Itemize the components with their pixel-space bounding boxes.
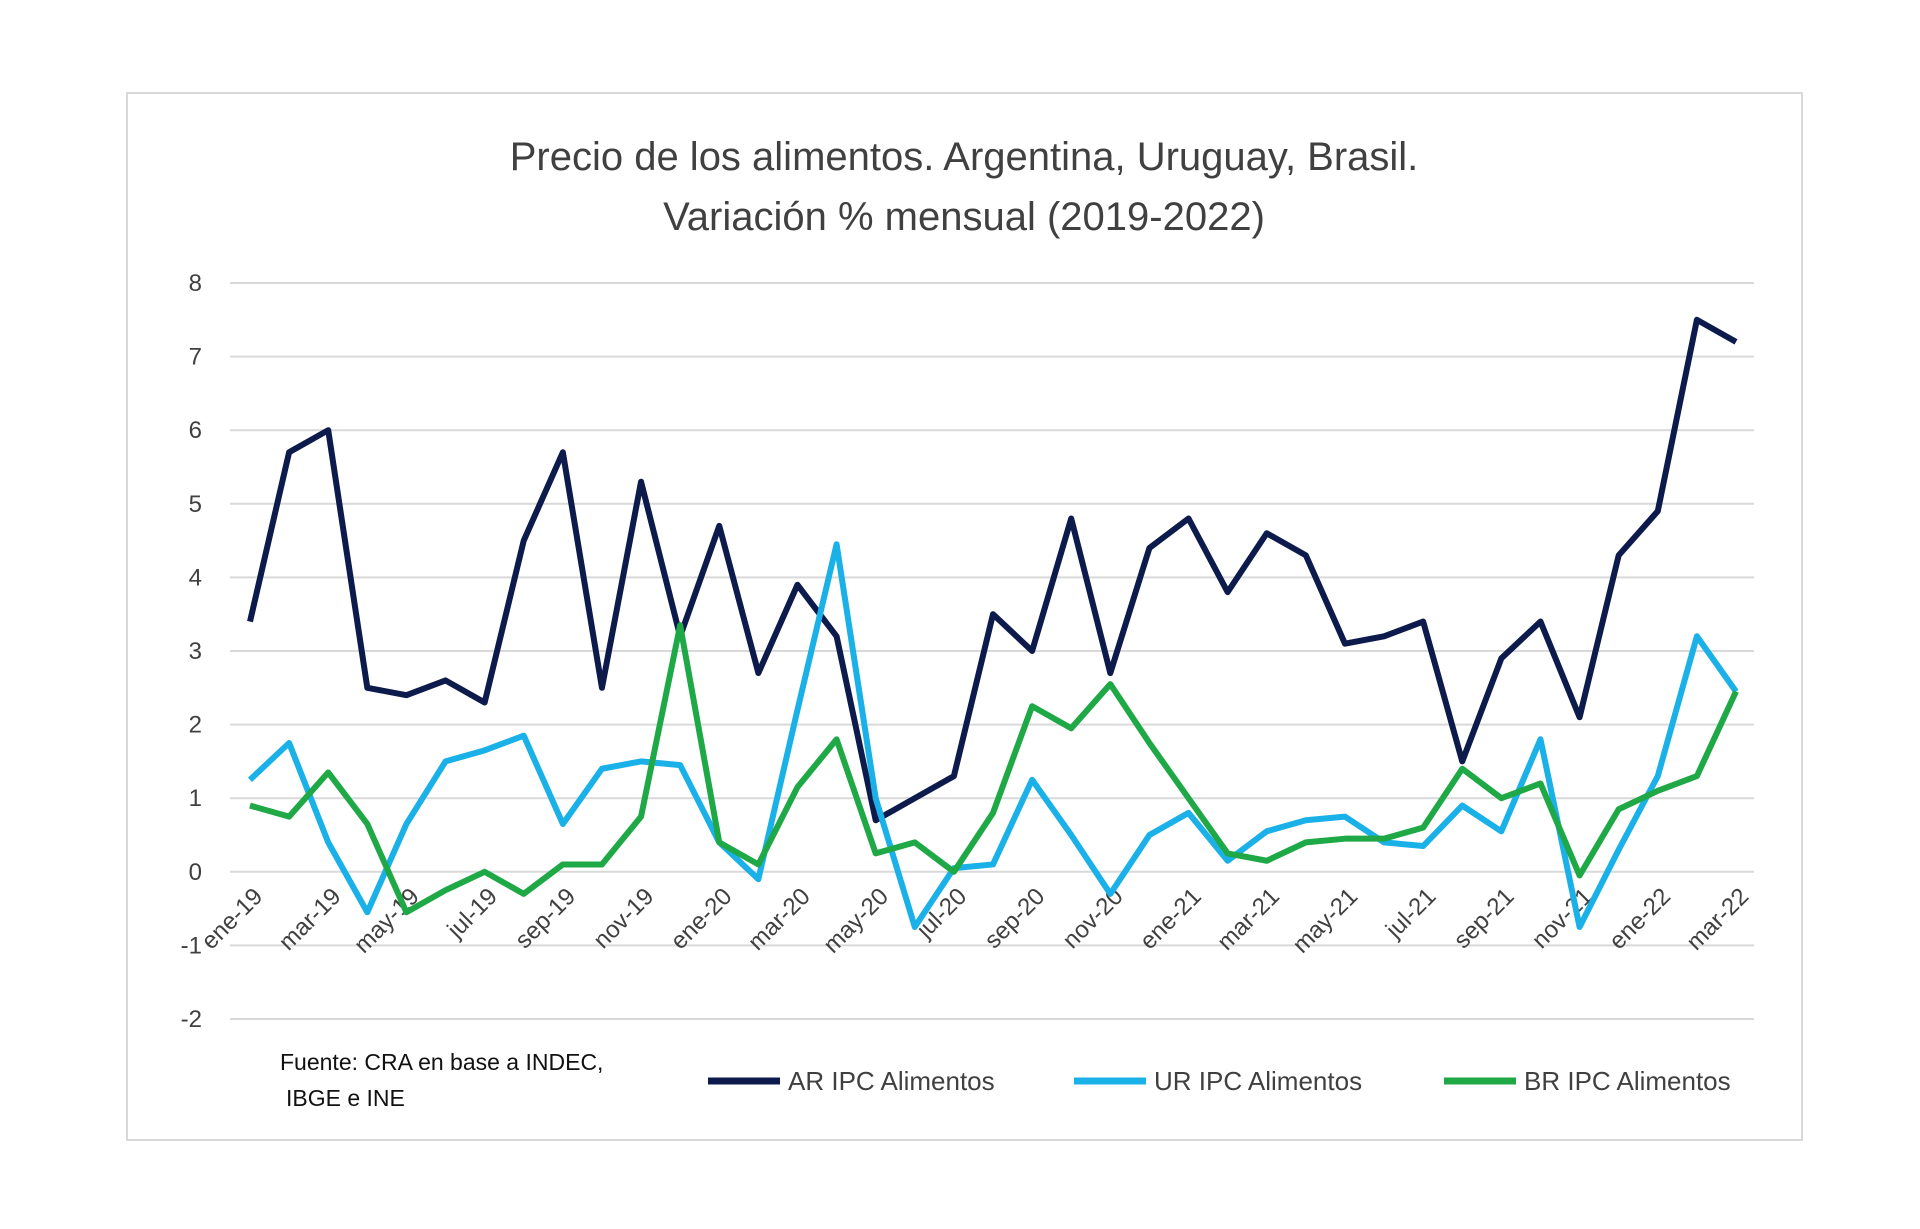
y-tick-label: 6 (189, 417, 202, 444)
chart-frame (126, 92, 1803, 1141)
y-tick-label: 8 (189, 270, 202, 297)
legend-label: UR IPC Alimentos (1154, 1066, 1362, 1096)
y-tick-label: 4 (189, 564, 202, 591)
x-tick-label: ene-19 (196, 883, 268, 955)
y-tick-label: 0 (189, 859, 202, 886)
legend-label: BR IPC Alimentos (1524, 1066, 1731, 1096)
source-line2: IBGE e INE (286, 1085, 405, 1111)
series-line-0 (247, 316, 1738, 824)
y-tick-label: 3 (189, 638, 202, 665)
x-tick-label: may-20 (818, 883, 894, 959)
y-tick-label: 1 (189, 785, 202, 812)
y-tick-label: 7 (189, 344, 202, 371)
chart-title-line1: Precio de los alimentos. Argentina, Urug… (510, 135, 1419, 179)
x-tick-label: jul-19 (442, 883, 503, 944)
x-tick-label: nov-19 (588, 883, 659, 954)
series-line-1 (247, 541, 1739, 930)
chart-title-line2: Variación % mensual (2019-2022) (663, 195, 1265, 239)
x-tick-label: sep-20 (979, 883, 1050, 954)
x-tick-label: ene-22 (1604, 883, 1676, 955)
x-tick-label: may-21 (1288, 883, 1364, 959)
x-tick-label: nov-20 (1058, 883, 1129, 954)
y-tick-label: 5 (189, 491, 202, 518)
y-tick-label: -1 (181, 932, 202, 959)
y-tick-label: 2 (189, 712, 202, 739)
source-line1: Fuente: CRA en base a INDEC, (280, 1049, 603, 1075)
x-tick-label: ene-21 (1135, 883, 1207, 955)
y-tick-label: -2 (181, 1006, 202, 1033)
x-tick-label: ene-20 (666, 883, 738, 955)
legend-label: AR IPC Alimentos (788, 1066, 995, 1096)
x-tick-label: jul-21 (1380, 883, 1441, 944)
x-tick-label: sep-21 (1449, 883, 1520, 954)
series-line-2 (249, 622, 1739, 916)
